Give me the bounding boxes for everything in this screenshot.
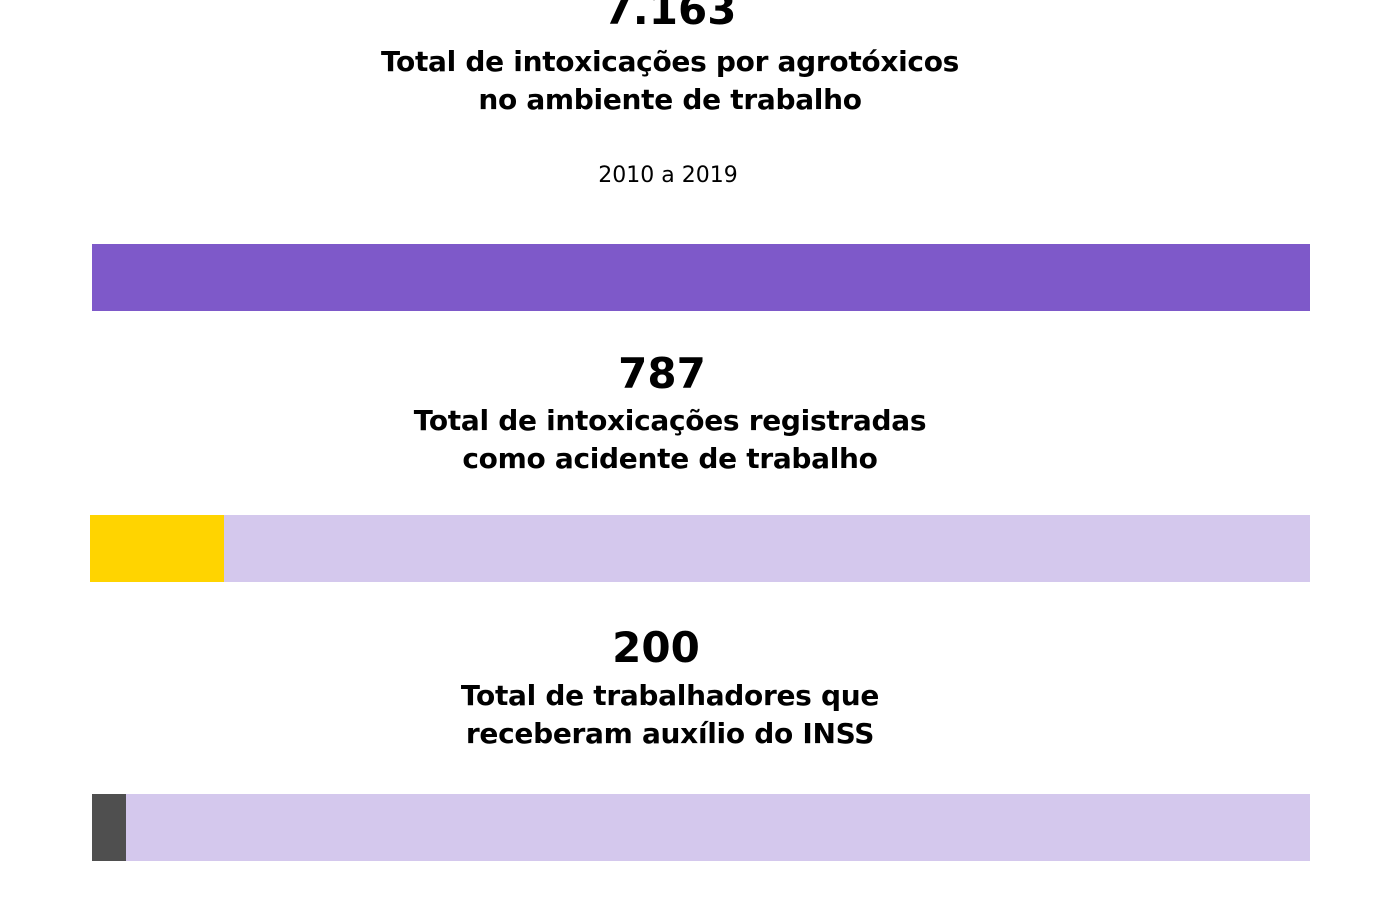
stat-2-value: 787 (618, 349, 706, 398)
stat-3-label-line-2: receberam auxílio do INSS (465, 717, 875, 750)
bar-fill-1 (92, 244, 1310, 311)
bar-fill-3 (92, 794, 126, 861)
bar-track-3 (92, 794, 1310, 861)
stat-1-value: 7.163 (603, 0, 737, 34)
stat-2-label-line-1: Total de intoxicações registradas (413, 404, 927, 437)
stat-3-label-line-1: Total de trabalhadores que (460, 679, 880, 712)
stat-3-value: 200 (612, 623, 700, 672)
bar-track-1 (92, 244, 1310, 311)
stat-2-label-line-2: como acidente de trabalho (462, 442, 878, 475)
bar-track-2 (90, 515, 1310, 582)
stat-1-label-line-1: Total de intoxicações por agrotóxicos (380, 45, 960, 78)
period-subtitle: 2010 a 2019 (598, 163, 738, 188)
bar-fill-2 (90, 515, 225, 582)
stat-1-label-line-2: no ambiente de trabalho (478, 83, 862, 116)
